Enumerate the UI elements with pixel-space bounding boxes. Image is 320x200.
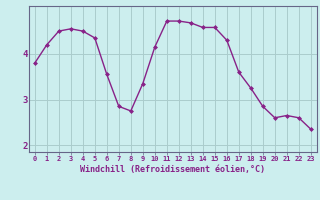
X-axis label: Windchill (Refroidissement éolien,°C): Windchill (Refroidissement éolien,°C) <box>80 165 265 174</box>
